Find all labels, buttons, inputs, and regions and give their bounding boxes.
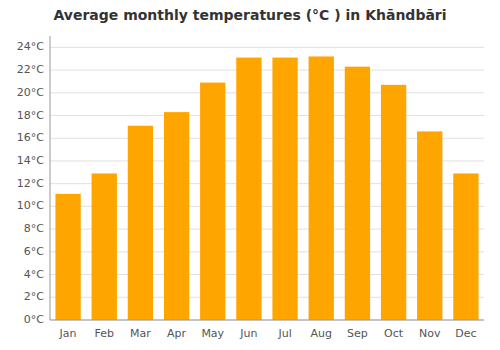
x-axis-line xyxy=(50,320,484,321)
y-tick-label: 12°C xyxy=(17,177,44,190)
grid-line xyxy=(50,320,484,321)
x-tick-label: Oct xyxy=(384,327,404,340)
x-tick-label: May xyxy=(201,327,224,340)
bar xyxy=(345,67,370,320)
x-tick-label: Apr xyxy=(167,327,187,340)
y-tick-label: 16°C xyxy=(17,131,44,144)
x-tick-label: Sep xyxy=(347,327,368,340)
chart-svg: Average monthly temperatures (°C ) in Kh… xyxy=(0,0,500,350)
y-grid xyxy=(50,47,484,320)
x-tick-label: Aug xyxy=(311,327,332,340)
x-tick-label: Jul xyxy=(277,327,291,340)
y-tick-label: 24°C xyxy=(17,40,44,53)
grid-line xyxy=(50,92,484,93)
bars xyxy=(55,56,478,320)
y-tick-label: 14°C xyxy=(17,154,44,167)
x-tick-label: Nov xyxy=(419,327,441,340)
bar xyxy=(200,83,225,320)
y-tick-label: 6°C xyxy=(24,245,44,258)
x-tick-label: Jan xyxy=(59,327,77,340)
y-tick-label: 4°C xyxy=(24,268,44,281)
y-tick-label: 22°C xyxy=(17,63,44,76)
y-tick-labels: 0°C 2°C 4°C 6°C 8°C 10°C 12°C 14°C 16°C 18°C 20°C 2… xyxy=(17,40,44,326)
x-tick-label: Jun xyxy=(239,327,257,340)
y-tick-label: 8°C xyxy=(24,222,44,235)
bar xyxy=(309,56,334,320)
grid-line xyxy=(50,47,484,48)
bar xyxy=(381,85,406,320)
y-tick-label: 18°C xyxy=(17,109,44,122)
bar xyxy=(55,194,80,320)
bar xyxy=(128,126,153,320)
y-tick-label: 20°C xyxy=(17,86,44,99)
bar xyxy=(453,173,478,320)
chart-container: Average monthly temperatures (°C ) in Kh… xyxy=(0,0,500,350)
y-tick-label: 0°C xyxy=(24,313,44,326)
grid-line xyxy=(50,115,484,116)
bar xyxy=(92,173,117,320)
title: Average monthly temperatures (°C ) in Kh… xyxy=(53,7,446,23)
x-tick-label: Dec xyxy=(455,327,476,340)
x-tick-labels: Jan Feb Mar Apr May Jun Jul Aug Sep Oct Nov Dec xyxy=(59,327,477,340)
y-axis-line xyxy=(50,36,51,320)
x-tick-label: Feb xyxy=(95,327,114,340)
bar xyxy=(236,58,261,320)
y-tick-label: 2°C xyxy=(24,290,44,303)
bar xyxy=(164,112,189,320)
bar xyxy=(272,58,297,320)
y-tick-label: 10°C xyxy=(17,199,44,212)
page: {"chart_data": {"type": "bar", "title": … xyxy=(0,0,500,350)
grid-line xyxy=(50,70,484,71)
x-tick-label: Mar xyxy=(130,327,151,340)
bar xyxy=(417,131,442,320)
